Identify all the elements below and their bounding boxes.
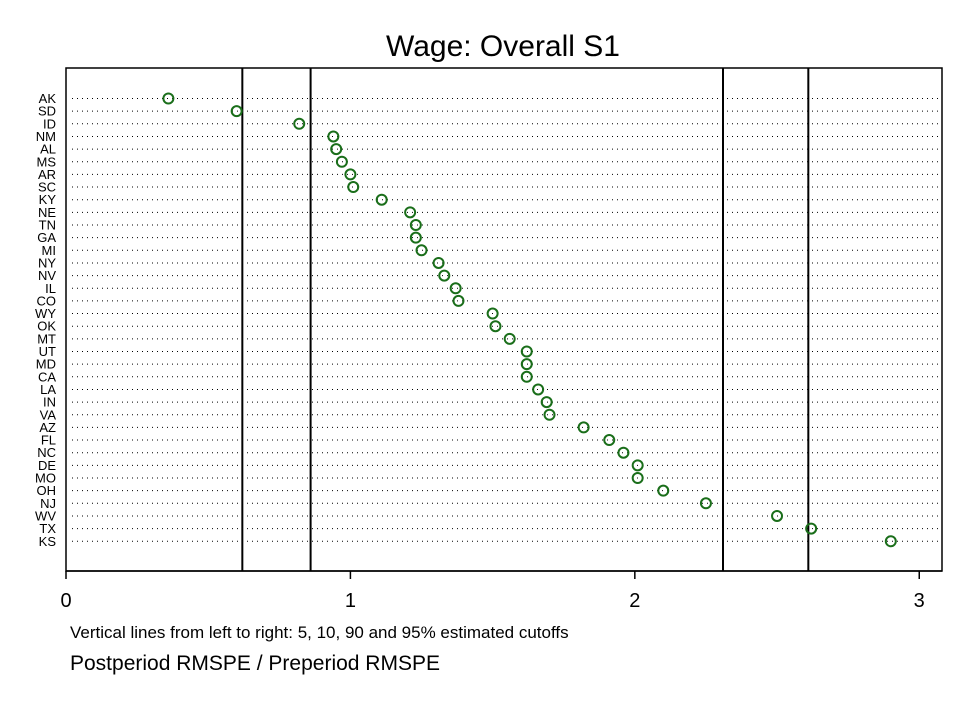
data-point [404,206,417,219]
data-point [327,130,340,143]
y-tick-label: MO [35,471,56,486]
data-point [409,219,422,231]
data-point [489,320,502,333]
data-point [409,231,422,244]
data-point [805,522,818,535]
y-tick-label: AZ [39,420,56,435]
y-tick-label: VA [40,407,57,422]
cutoff-lines [241,68,810,571]
data-point [657,484,670,497]
data-point [503,332,516,345]
y-tick-label: AL [40,142,56,157]
y-tick-label: OK [37,319,56,334]
y-tick-label: LA [40,382,56,397]
x-axis-title: Postperiod RMSPE / Preperiod RMSPE [70,652,440,675]
data-point [347,181,360,194]
y-tick-label: NC [37,445,56,460]
data-point [415,244,428,257]
x-tick-label: 2 [629,590,640,612]
data-point [486,307,499,320]
y-tick-label: NM [36,129,56,144]
data-point [577,421,590,434]
data-point [449,282,462,295]
y-tick-label: WY [35,306,56,321]
y-tick-label: MT [37,331,56,346]
data-point [603,434,616,447]
y-tick-label: TN [39,218,56,233]
data-point [884,535,897,548]
x-axis-ticks: 0 1 2 3 [60,571,925,612]
y-tick-label: KY [39,192,57,207]
data-point [520,345,533,358]
data-point [540,396,553,409]
data-point [520,358,533,371]
plot-frame [65,67,943,572]
cutoff-note: Vertical lines from left to right: 5, 10… [70,623,569,642]
data-point [520,370,533,383]
data-points [162,92,897,548]
y-tick-label: NJ [40,496,56,511]
data-point [452,294,465,307]
y-axis-labels: AKSDIDNMALMSARSCKYNETNGAMINYNVILCOWYOKMT… [35,91,56,549]
data-point [432,256,445,269]
data-point [230,105,243,118]
y-tick-label: KS [39,534,57,549]
data-point [631,459,644,472]
y-tick-label: MS [37,154,57,169]
data-point [631,472,644,484]
data-point [771,509,784,522]
y-tick-label: OH [37,483,57,498]
data-point [293,117,306,130]
y-tick-label: CA [38,369,56,384]
y-tick-label: SD [38,104,56,119]
data-point [335,155,348,168]
y-tick-label: NE [38,205,56,220]
data-point [617,446,630,459]
data-point [438,269,451,282]
y-tick-label: FL [41,433,56,448]
y-tick-label: AK [39,91,57,106]
y-tick-label: MD [36,357,56,372]
y-tick-label: CO [37,293,57,308]
x-tick-label: 1 [345,590,356,612]
y-tick-label: WV [35,508,56,523]
y-tick-label: AR [38,167,56,182]
y-tick-label: NV [38,268,56,283]
y-tick-label: IL [45,281,56,296]
data-point [162,92,175,105]
y-tick-label: TX [39,521,56,536]
x-tick-label: 3 [914,590,925,612]
y-tick-label: MI [42,243,56,258]
y-tick-label: DE [38,458,56,473]
y-tick-label: ID [43,116,56,131]
y-tick-label: IN [43,395,56,410]
data-point [330,143,343,156]
data-point [375,193,388,206]
y-tick-label: SC [38,180,56,195]
y-tick-label: NY [38,255,56,270]
data-point [532,383,545,396]
y-tick-label: GA [37,230,56,245]
data-point [344,168,357,181]
data-point [543,408,556,421]
data-point [699,497,712,510]
x-tick-label: 0 [60,590,71,612]
y-tick-label: UT [39,344,56,359]
chart-title: Wage: Overall S1 [386,30,620,63]
